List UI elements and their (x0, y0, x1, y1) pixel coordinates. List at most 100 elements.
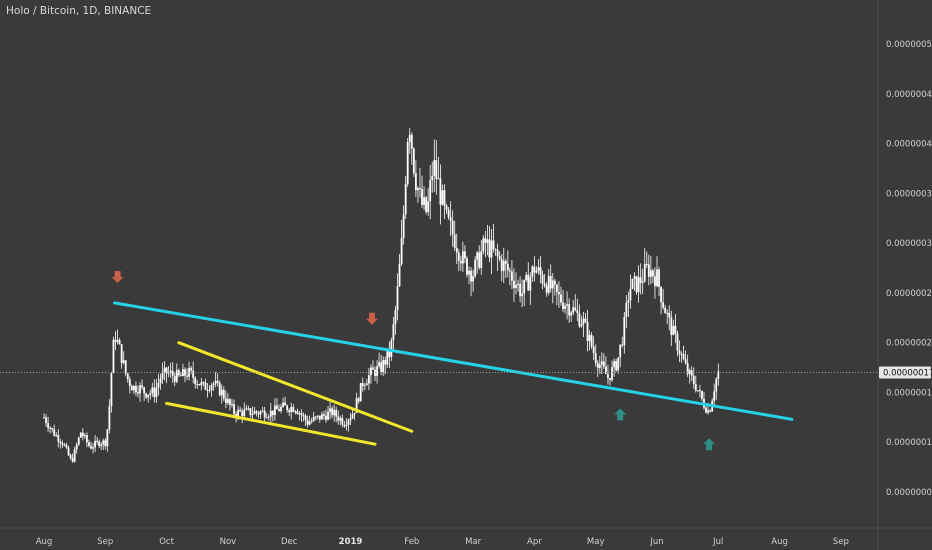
candle-body (184, 369, 186, 376)
candle-body (304, 415, 307, 421)
candle-body (674, 325, 677, 334)
candle-body (625, 302, 628, 317)
candle-body (701, 391, 703, 399)
candle-body (104, 440, 107, 447)
candle-body (631, 279, 634, 289)
candle-body (288, 410, 291, 413)
candle-body (629, 288, 632, 301)
up-arrow-icon (614, 408, 627, 421)
candle-body (609, 378, 611, 380)
candle-body (500, 258, 503, 272)
candle-body (135, 385, 137, 393)
candle-body (337, 416, 340, 421)
candle-body (535, 270, 538, 273)
candle-body (147, 394, 150, 398)
candle-body (590, 334, 593, 347)
candle-body (376, 366, 378, 376)
candle-body (498, 256, 501, 259)
candle-body (61, 443, 64, 445)
candle-body (588, 334, 591, 341)
wedge-lower[interactable] (165, 401, 377, 446)
candle-body (202, 382, 205, 384)
wedge-upper[interactable] (177, 341, 414, 433)
candle-body (343, 424, 346, 427)
chart-title: Holo / Bitcoin, 1D, BINANCE (6, 5, 152, 17)
candle-body (533, 266, 536, 273)
candle-body (308, 421, 311, 425)
candle-body (261, 410, 264, 412)
candle-body (380, 362, 383, 373)
candle-body (155, 387, 158, 397)
candle-body (707, 410, 709, 413)
candle-body (267, 416, 270, 418)
candle-body (564, 305, 566, 309)
candle-body (384, 360, 387, 365)
candle-body (600, 361, 603, 365)
candle-body (378, 362, 381, 367)
candle-body (578, 312, 581, 327)
candle-body (511, 271, 513, 281)
candle-body (402, 214, 405, 238)
candle-body (341, 418, 344, 425)
candle-body (621, 344, 624, 346)
y-tick-label: 0.00000005 (886, 488, 932, 498)
candle-body (539, 267, 542, 275)
candle-body (484, 238, 487, 243)
candle-body (177, 370, 180, 376)
candle-body (490, 240, 493, 258)
candle-body (611, 367, 613, 380)
candle-body (419, 188, 421, 190)
candle-body (676, 333, 679, 351)
candle-body (412, 148, 415, 174)
candle-body (598, 364, 601, 368)
candle-body (139, 385, 141, 394)
candle-body (627, 300, 630, 303)
x-tick-label: Oct (159, 537, 174, 547)
candle-body (586, 322, 589, 341)
candle-body (169, 370, 172, 373)
current-price-badge: 0.00000017 (879, 366, 932, 379)
candle-body (367, 375, 370, 384)
candle-body (529, 276, 532, 291)
candle-body (684, 359, 687, 364)
candle-body (410, 134, 413, 149)
candle-body (231, 404, 233, 406)
candle-body (316, 415, 319, 417)
candle-body (641, 281, 644, 283)
candle-body (130, 385, 133, 391)
candle-body (635, 276, 638, 293)
candle-body (218, 382, 221, 396)
candle-body (652, 270, 654, 277)
candle-body (468, 270, 470, 275)
x-tick-label: May (587, 537, 605, 547)
candle-body (235, 414, 237, 417)
candle-body (574, 307, 577, 311)
candle-body (363, 385, 366, 387)
candle-body (251, 413, 254, 416)
candle-body (537, 267, 540, 271)
candle-body (482, 238, 485, 252)
candle-body (435, 160, 438, 179)
y-tick-label: 0.00000045 (886, 90, 932, 100)
candle-body (247, 408, 250, 410)
candle-body (112, 339, 115, 373)
candle-body (404, 183, 407, 215)
candle-body (339, 418, 342, 421)
candle-body (73, 449, 76, 462)
candle-body (555, 284, 558, 292)
cyan-trendline[interactable] (112, 301, 794, 421)
candle-body (116, 340, 119, 342)
candle-body (656, 269, 658, 287)
candle-body (269, 410, 272, 417)
candle-body (558, 291, 560, 295)
candle-body (680, 354, 683, 356)
x-tick-label: Nov (220, 537, 237, 547)
candle-body (243, 409, 246, 417)
candle-body (494, 248, 497, 250)
y-tick-label: 0.00000035 (886, 189, 932, 199)
candle-body (65, 445, 68, 448)
candle-body (222, 389, 225, 399)
